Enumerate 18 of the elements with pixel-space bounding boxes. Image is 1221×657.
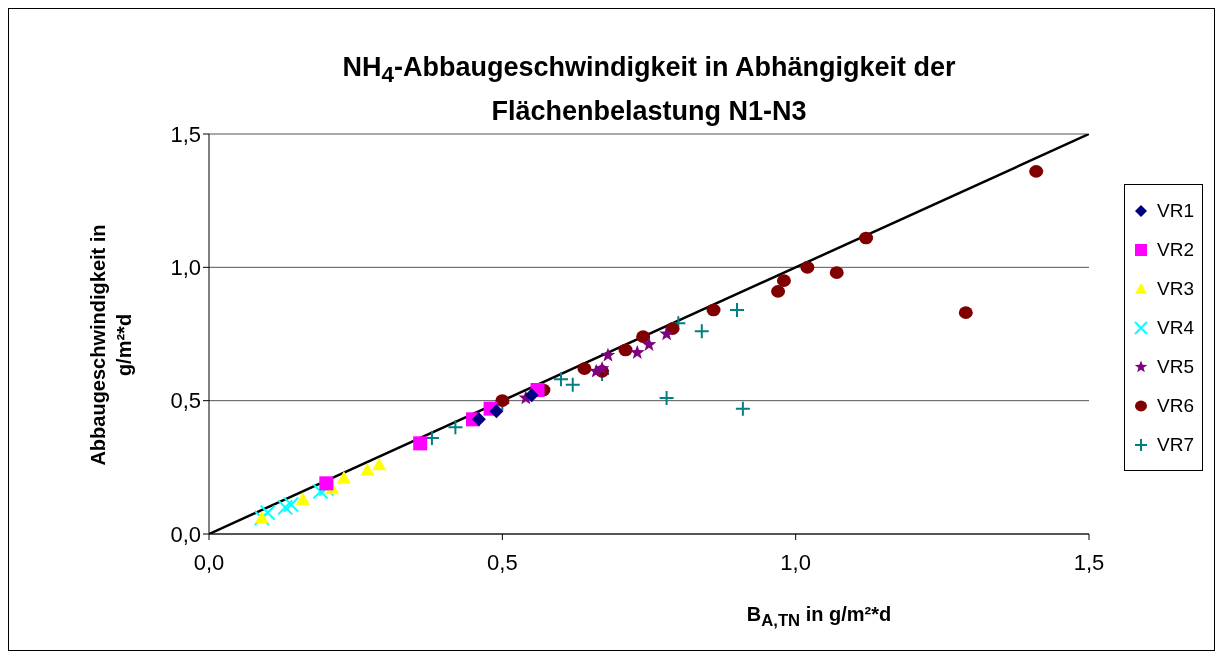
legend-label: VR3 — [1157, 277, 1194, 300]
legend-label: VR7 — [1157, 433, 1194, 456]
x-axis-title: B$_{A,TN}$ in g/m²*d — [745, 603, 893, 631]
legend-label: VR2 — [1157, 238, 1194, 261]
legend-label: VR6 — [1157, 394, 1194, 417]
legend-label: VR4 — [1157, 316, 1194, 339]
x-tick-label: 1,5 — [1073, 549, 1105, 575]
legend-label: VR5 — [1157, 355, 1194, 378]
y-tick-label: 0,0 — [170, 521, 201, 547]
x-tick-label: 0,0 — [193, 549, 225, 575]
legend-label: VR1 — [1157, 199, 1194, 222]
y-tick-label: 1,5 — [170, 121, 201, 147]
x-tick-label: 0,5 — [487, 549, 518, 575]
x-tick-label: 1,0 — [780, 549, 811, 575]
chart-title: NH$_{4}$-Abbaugeschwindigkeit in Abhängigkeit der Flächenbelastung N1-N3 — [341, 51, 957, 129]
y-tick-label: 0,5 — [170, 388, 201, 414]
y-tick-label: 1,0 — [170, 255, 201, 281]
y-axis-title: Abbaugeschwindigkeit in g/m²*d — [86, 223, 136, 468]
